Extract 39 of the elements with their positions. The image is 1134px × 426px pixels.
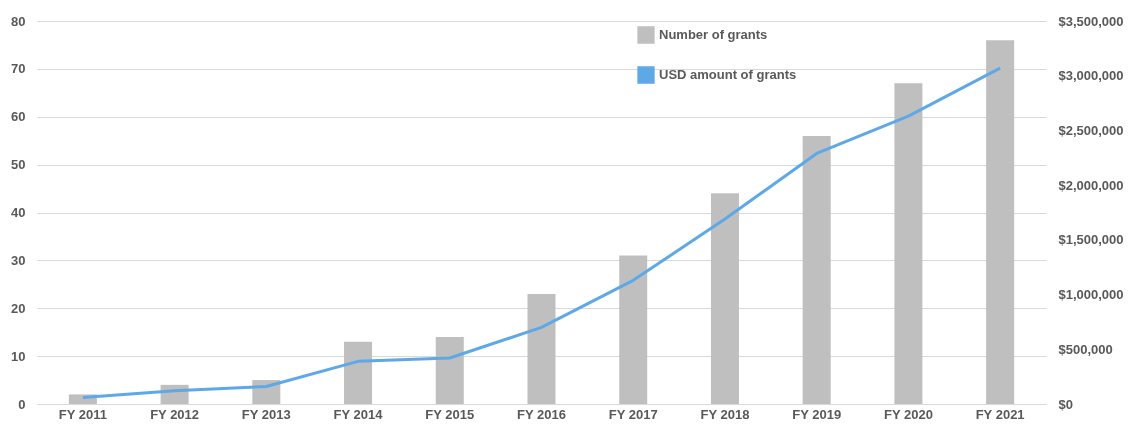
y2-tick-label: $3,500,000 — [1058, 13, 1124, 29]
y2-tick-label: $500,000 — [1058, 341, 1113, 357]
y-tick-label: 80 — [11, 13, 26, 29]
x-tick-label: FY 2021 — [975, 406, 1025, 422]
y-tick-label: 20 — [11, 300, 26, 316]
y2-tick-label: $1,000,000 — [1058, 287, 1124, 303]
x-tick-label: FY 2013 — [241, 406, 291, 422]
y2-tick-label: $1,500,000 — [1058, 232, 1124, 248]
bar — [435, 336, 464, 404]
bar — [710, 193, 739, 404]
x-tick-label: FY 2014 — [333, 406, 384, 422]
legend-label: Number of grants — [659, 27, 768, 42]
y2-tick-label: $2,500,000 — [1058, 122, 1124, 138]
bar — [344, 341, 373, 404]
x-tick-label: FY 2018 — [700, 406, 750, 422]
bar — [894, 83, 923, 404]
x-tick-label: FY 2011 — [58, 406, 107, 422]
x-tick-label: FY 2015 — [425, 406, 475, 422]
y-tick-label: 40 — [11, 205, 26, 220]
y2-tick-label: $0 — [1058, 396, 1073, 412]
x-tick-label: FY 2020 — [883, 406, 933, 422]
bar — [527, 293, 556, 404]
x-tick-label: FY 2012 — [150, 406, 200, 422]
y-tick-label: 10 — [11, 348, 26, 364]
bar — [802, 135, 831, 404]
x-tick-label: FY 2019 — [792, 406, 842, 422]
y-tick-label: 50 — [11, 157, 26, 173]
y-tick-label: 70 — [11, 61, 26, 77]
y-tick-label: 60 — [11, 109, 26, 125]
x-tick-label: FY 2017 — [608, 406, 658, 422]
bar — [619, 255, 648, 404]
bar — [986, 40, 1015, 404]
line-series — [81, 66, 1002, 399]
y2-tick-label: $2,000,000 — [1058, 177, 1124, 193]
y2-tick-label: $3,000,000 — [1058, 68, 1124, 84]
y-tick-label: 30 — [11, 252, 26, 268]
y-tick-label: 0 — [18, 396, 26, 412]
x-tick-label: FY 2016 — [517, 406, 566, 422]
legend-label: USD amount of grants — [659, 67, 797, 82]
